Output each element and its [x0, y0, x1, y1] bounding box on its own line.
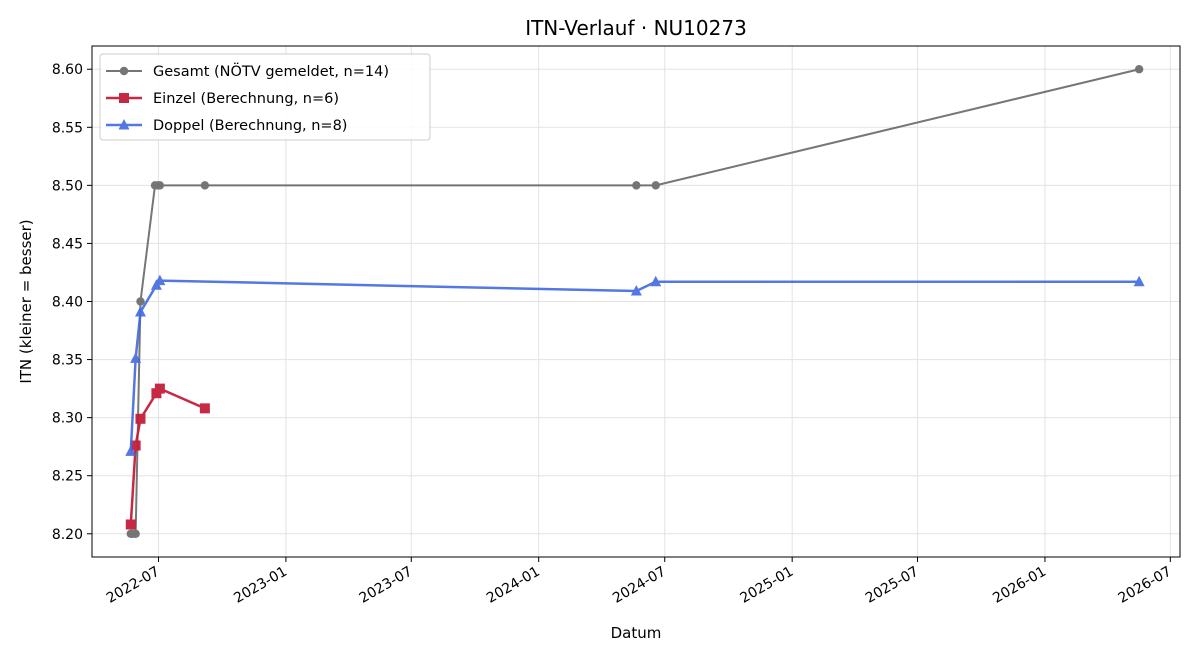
legend-label: Gesamt (NÖTV gemeldet, n=14): [153, 62, 389, 80]
y-tick-label: 8.60: [52, 62, 83, 78]
x-axis-title: Datum: [611, 624, 662, 642]
y-axis-title: ITN (kleiner = besser): [17, 219, 35, 383]
data-point: [650, 275, 662, 287]
data-point: [125, 445, 137, 456]
data-point: [135, 413, 146, 424]
data-point: [130, 440, 141, 451]
y-tick-label: 8.45: [52, 236, 83, 252]
x-tick-label: 2025-01: [738, 564, 797, 607]
series-circle: [126, 65, 1144, 538]
data-point: [130, 352, 142, 363]
series-square: [125, 383, 210, 530]
legend-handle: [106, 66, 142, 76]
legend-marker: [119, 93, 129, 103]
x-tick-label: 2025-07: [863, 564, 922, 607]
x-tick-label: 2023-01: [231, 564, 290, 607]
x-tick-label: 2026-07: [1116, 564, 1175, 607]
data-point: [200, 181, 210, 190]
legend-label: Doppel (Berechnung, n=8): [153, 118, 347, 134]
data-point: [136, 297, 145, 306]
data-point: [651, 181, 660, 190]
legend-handle: [106, 119, 142, 130]
y-tick-label: 8.35: [52, 353, 83, 369]
data-point: [632, 181, 641, 190]
data-point: [154, 383, 165, 394]
x-tick-label: 2023-07: [357, 564, 416, 607]
y-tick-label: 8.50: [52, 178, 83, 194]
series-layer: [125, 65, 1145, 538]
data-point: [630, 285, 642, 296]
y-tick-label: 8.40: [52, 295, 83, 311]
series-triangle: [125, 274, 1145, 456]
legend-marker: [118, 119, 130, 130]
x-tick-label: 2024-01: [484, 564, 543, 607]
data-point: [1133, 275, 1145, 287]
y-tick-label: 8.30: [52, 411, 83, 427]
y-tick-label: 8.25: [52, 469, 83, 485]
x-tick-label: 2022-07: [104, 564, 163, 607]
y-tick-label: 8.20: [52, 527, 83, 543]
x-tick-label: 2024-07: [610, 564, 669, 607]
data-point: [125, 519, 136, 530]
data-point: [154, 274, 166, 286]
data-point: [131, 529, 140, 538]
legend-marker: [119, 66, 129, 76]
legend: Gesamt (NÖTV gemeldet, n=14) Einzel (Bere…: [99, 53, 431, 141]
legend-label: Einzel (Berechnung, n=6): [153, 91, 339, 107]
legend-box: [99, 53, 431, 141]
series-line: [129, 279, 1140, 452]
data-point: [134, 305, 146, 317]
data-point: [155, 181, 165, 190]
chart-title: ITN-Verlauf · NU10273: [525, 16, 747, 40]
y-tick-label: 8.55: [52, 120, 83, 136]
x-tick-label: 2026-01: [990, 564, 1049, 607]
axis-ticks: 8.20 8.25 8.30 8.35 8.40 8.45 8.50 8.55 8.60 2022…: [52, 62, 1174, 606]
legend-handle: [106, 93, 142, 103]
data-point: [1134, 65, 1144, 74]
series-line: [129, 387, 206, 525]
data-point: [199, 403, 210, 414]
